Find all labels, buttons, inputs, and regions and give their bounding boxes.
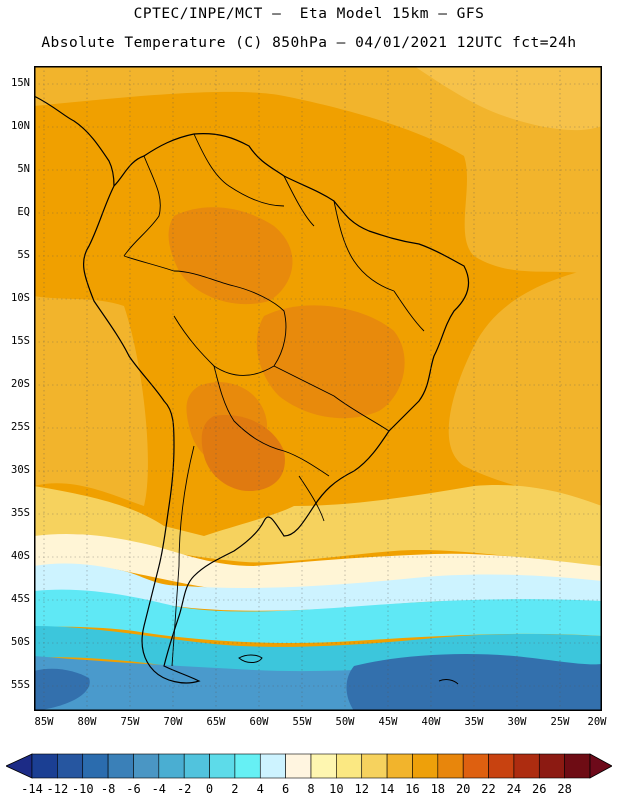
graticule [34, 66, 602, 711]
colorbar-tick-label: 26 [532, 782, 547, 796]
field-hot-amazon [168, 207, 293, 305]
colorbar-swatch [437, 753, 464, 779]
lat-label: 35S [11, 507, 30, 519]
colorbar-swatch [259, 753, 286, 779]
central-america-outline [34, 95, 115, 187]
colorbar-tick-label: -4 [151, 782, 167, 796]
lat-label: 10N [11, 120, 30, 132]
field-south-yellow [34, 485, 602, 566]
country-borders [123, 133, 425, 667]
lat-label: 50S [11, 636, 30, 648]
colorbar-tick-label: 12 [354, 782, 369, 796]
field-north-light [34, 66, 602, 276]
colorbar-tick-label: 16 [405, 782, 420, 796]
colorbar-swatch [209, 753, 236, 779]
colorbar-swatch [564, 753, 591, 779]
colorbar-swatch [107, 753, 134, 779]
lon-label: 25W [550, 716, 570, 728]
colorbar-tick-label: -6 [126, 782, 141, 796]
colorbar-tick-label: 24 [506, 782, 522, 796]
lat-label: 45S [11, 593, 30, 605]
lat-label: 10S [11, 292, 30, 304]
colorbar-tick-label: 28 [557, 782, 572, 796]
lon-label: 35W [464, 716, 484, 728]
field-atlantic-light [448, 266, 602, 506]
lat-label: EQ [17, 206, 30, 218]
lon-label: 85W [34, 716, 54, 728]
colorbar-swatch [336, 753, 363, 779]
lon-label: 65W [206, 716, 226, 728]
lat-label: 5S [17, 249, 30, 261]
colorbar-swatch [412, 753, 439, 779]
field-deep-blue-west [34, 668, 90, 711]
field-north-yellow [414, 66, 602, 131]
colorbar-under-triangle [6, 753, 33, 779]
colorbar-tick-label: 10 [329, 782, 344, 796]
map-subtitle: Absolute Temperature (C) 850hPa – 04/01/… [41, 35, 577, 51]
colorbar-tick-label: 6 [282, 782, 290, 796]
colorbar-over-triangle [589, 753, 612, 779]
lon-label: 45W [378, 716, 398, 728]
colorbar-tick-label: 22 [481, 782, 496, 796]
lat-label: 30S [11, 464, 30, 476]
lon-label: 20W [587, 716, 607, 728]
field-pacific-light [34, 296, 148, 506]
lon-label: 55W [292, 716, 312, 728]
lon-label: 60W [249, 716, 269, 728]
map-border [34, 66, 602, 711]
colorbar-swatch [183, 753, 210, 779]
lat-label: 15S [11, 335, 30, 347]
lon-label: 50W [335, 716, 355, 728]
colorbar-tick-label: -8 [100, 782, 116, 796]
temperature-map [34, 66, 602, 711]
lon-label: 80W [77, 716, 97, 728]
lat-label: 15N [11, 77, 30, 89]
colorbar-tick-label: -2 [176, 782, 192, 796]
colorbar-tick-label: -12 [46, 782, 69, 796]
colorbar-tick-label: 2 [231, 782, 239, 796]
colorbar-swatch [462, 753, 489, 779]
lat-label: 25S [11, 421, 30, 433]
colorbar-tick-label: 4 [256, 782, 264, 796]
colorbar-swatch [82, 753, 109, 779]
map-title: CPTEC/INPE/MCT – Eta Model 15km – GFS [133, 6, 485, 22]
lon-label: 75W [120, 716, 140, 728]
lon-label: 40W [421, 716, 441, 728]
colorbar-swatch [31, 753, 58, 779]
falkland-islands [238, 654, 263, 663]
lat-label: 40S [11, 550, 30, 562]
field-light-cyan [34, 563, 602, 611]
colorbar-tick-label: 8 [307, 782, 315, 796]
colorbar-swatch [310, 753, 337, 779]
colorbar-swatch [133, 753, 160, 779]
colorbar-swatch [513, 753, 540, 779]
lat-label: 5N [17, 163, 30, 175]
colorbar-swatch [285, 753, 312, 779]
field-hot-south [201, 415, 285, 491]
lon-label: 70W [163, 716, 183, 728]
field-hot-central [256, 305, 405, 419]
colorbar-swatch [361, 753, 388, 779]
colorbar-tick-label: 0 [205, 782, 214, 796]
colorbar-swatch [158, 753, 185, 779]
temperature-colorbar [6, 753, 612, 779]
south-america-outline [82, 133, 470, 684]
colorbar-swatch [234, 753, 261, 779]
lon-label: 30W [507, 716, 527, 728]
colorbar-swatch [538, 753, 565, 779]
colorbar-swatch [386, 753, 413, 779]
lat-label: 55S [11, 679, 30, 691]
colorbar-tick-label: -14 [21, 782, 43, 796]
colorbar-swatch [488, 753, 515, 779]
colorbar-tick-label: 20 [455, 782, 471, 796]
lat-label: 20S [11, 378, 30, 390]
south-georgia-island [438, 679, 459, 685]
colorbar-tick-label: 14 [379, 782, 395, 796]
colorbar-tick-label: -10 [71, 782, 94, 796]
colorbar-swatch [57, 753, 84, 779]
field-cyan [34, 589, 602, 643]
colorbar-tick-label: 18 [430, 782, 446, 796]
